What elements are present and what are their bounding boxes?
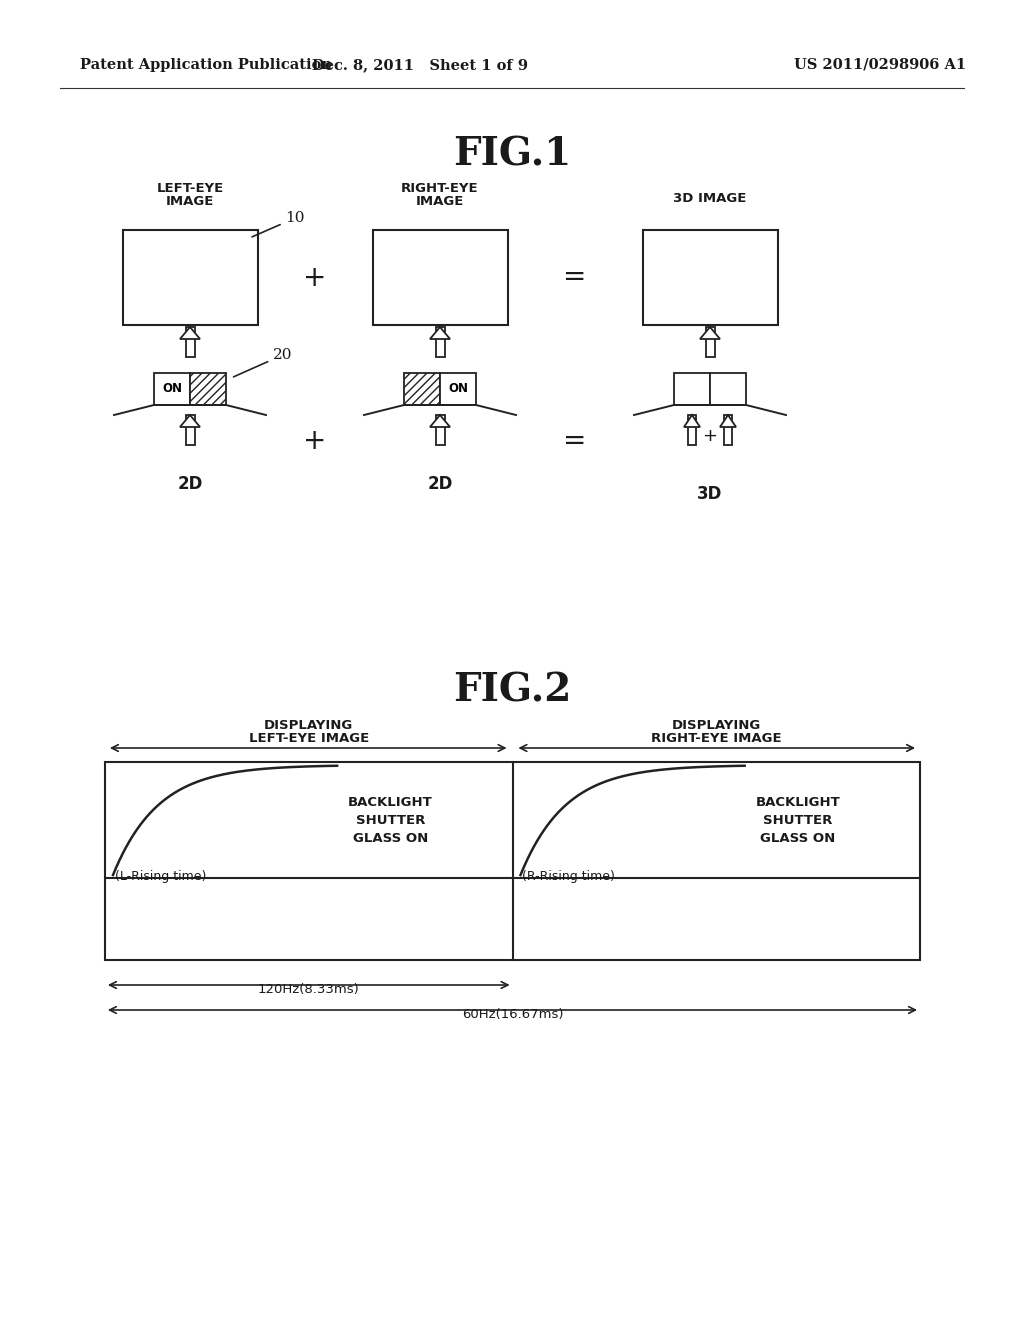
- Bar: [123, 230, 257, 325]
- Bar: [373, 230, 508, 325]
- Text: IMAGE: IMAGE: [166, 195, 214, 209]
- Polygon shape: [720, 414, 736, 426]
- Text: RIGHT-EYE: RIGHT-EYE: [401, 182, 479, 195]
- Polygon shape: [430, 414, 450, 426]
- Bar: [190, 374, 226, 405]
- Text: LEFT-EYE: LEFT-EYE: [157, 182, 223, 195]
- Bar: [688, 414, 695, 445]
- Text: ON: ON: [449, 383, 468, 396]
- Polygon shape: [430, 327, 450, 339]
- Text: Dec. 8, 2011   Sheet 1 of 9: Dec. 8, 2011 Sheet 1 of 9: [312, 58, 528, 73]
- Text: (L-Rising time): (L-Rising time): [115, 870, 207, 883]
- Bar: [435, 327, 444, 356]
- Bar: [185, 327, 195, 356]
- Text: +: +: [303, 264, 327, 292]
- Text: 3D IMAGE: 3D IMAGE: [674, 191, 746, 205]
- Bar: [154, 374, 190, 405]
- Text: 3D: 3D: [697, 484, 723, 503]
- Polygon shape: [180, 414, 200, 426]
- Text: 60Hz(16.67ms): 60Hz(16.67ms): [462, 1008, 563, 1020]
- Text: FIG.2: FIG.2: [453, 671, 571, 709]
- Text: =: =: [563, 426, 587, 455]
- Text: +: +: [303, 426, 327, 455]
- Text: 2D: 2D: [427, 475, 453, 492]
- Bar: [710, 374, 746, 405]
- Bar: [185, 414, 195, 445]
- Text: DISPLAYING: DISPLAYING: [672, 719, 761, 733]
- Text: IMAGE: IMAGE: [416, 195, 464, 209]
- Bar: [706, 327, 715, 356]
- Text: ON: ON: [162, 383, 182, 396]
- Text: LEFT-EYE IMAGE: LEFT-EYE IMAGE: [249, 733, 369, 744]
- Bar: [642, 230, 777, 325]
- Text: DISPLAYING: DISPLAYING: [264, 719, 353, 733]
- Text: RIGHT-EYE IMAGE: RIGHT-EYE IMAGE: [651, 733, 781, 744]
- Bar: [404, 374, 440, 405]
- Polygon shape: [700, 327, 720, 339]
- Polygon shape: [180, 327, 200, 339]
- Text: Patent Application Publication: Patent Application Publication: [80, 58, 332, 73]
- Text: BACKLIGHT
SHUTTER
GLASS ON: BACKLIGHT SHUTTER GLASS ON: [756, 796, 840, 845]
- Bar: [435, 414, 444, 445]
- Text: 120Hz(8.33ms): 120Hz(8.33ms): [258, 983, 359, 997]
- Bar: [674, 374, 710, 405]
- Text: 20: 20: [233, 348, 293, 378]
- Bar: [440, 374, 476, 405]
- Text: FIG.1: FIG.1: [453, 136, 571, 174]
- Text: +: +: [702, 426, 718, 445]
- Text: BACKLIGHT
SHUTTER
GLASS ON: BACKLIGHT SHUTTER GLASS ON: [348, 796, 432, 845]
- Text: =: =: [563, 264, 587, 292]
- Bar: [105, 762, 920, 960]
- Bar: [724, 414, 731, 445]
- Polygon shape: [684, 414, 700, 426]
- Text: (R-Rising time): (R-Rising time): [522, 870, 615, 883]
- Text: 10: 10: [252, 211, 305, 236]
- Text: 2D: 2D: [177, 475, 203, 492]
- Text: US 2011/0298906 A1: US 2011/0298906 A1: [794, 58, 966, 73]
